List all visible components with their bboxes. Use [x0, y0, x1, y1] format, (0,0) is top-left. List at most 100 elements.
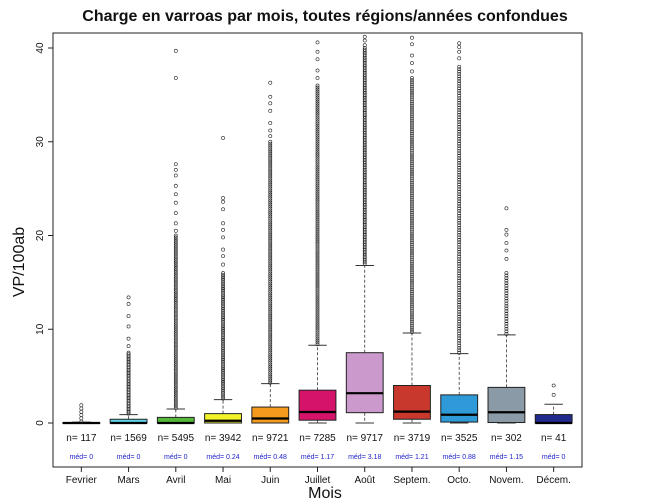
n-label: n= 9717 [347, 433, 384, 444]
outlier-point [410, 101, 414, 106]
outlier-point [173, 382, 178, 387]
outlier-point [268, 364, 273, 369]
outlier-point [410, 291, 414, 296]
outlier-point [315, 113, 320, 118]
outlier-point [173, 291, 178, 296]
outlier-point [221, 322, 225, 326]
outlier-point [410, 270, 414, 275]
outlier-point [315, 85, 320, 90]
outlier-point [173, 377, 178, 381]
outlier-point [315, 228, 320, 232]
outlier-point [221, 362, 225, 366]
outlier-point [79, 406, 84, 411]
outlier-point [410, 289, 414, 294]
n-label: n= 117 [66, 433, 97, 444]
outlier-point [504, 321, 509, 326]
median-label: méd= 0.48 [254, 454, 287, 461]
outlier-point [315, 326, 320, 331]
n-label: n= 5495 [158, 433, 195, 444]
outlier-point [410, 189, 414, 194]
outlier-point [504, 271, 509, 275]
outlier-point [315, 314, 320, 319]
outlier-point [268, 232, 273, 237]
outlier-point [457, 237, 462, 242]
outlier-point [315, 127, 320, 132]
outlier-point [457, 307, 462, 312]
outlier-point [221, 303, 225, 308]
outlier-point [410, 88, 414, 93]
outlier-point [410, 103, 414, 108]
outlier-point [457, 86, 462, 91]
outlier-point [173, 287, 178, 292]
outlier-point [173, 361, 178, 366]
outlier-point [221, 343, 225, 348]
outlier-point [173, 386, 178, 391]
outlier-point [410, 187, 414, 191]
outlier-point [268, 170, 273, 175]
outlier-point [315, 318, 320, 323]
outlier-point [457, 184, 462, 189]
outlier-point [315, 232, 320, 236]
outlier-point [126, 324, 131, 329]
outlier-point [221, 235, 225, 240]
outlier-point [410, 236, 414, 241]
outlier-point [551, 392, 556, 397]
outlier-point [315, 270, 320, 274]
outlier-point [173, 347, 178, 352]
outlier-point [315, 57, 320, 62]
outlier-point [173, 378, 178, 383]
outlier-point [457, 242, 462, 247]
outlier-point [410, 208, 414, 213]
outlier-point [173, 299, 178, 304]
outlier-point [457, 127, 462, 132]
outlier-point [457, 165, 462, 170]
outlier-point [457, 122, 462, 127]
outlier-point [315, 217, 320, 222]
outlier-point [457, 228, 462, 233]
outlier-point [268, 297, 273, 302]
outlier-point [315, 312, 320, 317]
outlier-point [315, 254, 320, 258]
outlier-point [315, 310, 320, 315]
outlier-point [315, 286, 320, 290]
outlier-point [410, 155, 414, 159]
outlier-point [410, 93, 414, 97]
outlier-point [173, 276, 178, 281]
outlier-point [268, 253, 273, 258]
outlier-point [173, 316, 178, 321]
y-axis-title: VP/100ab [11, 227, 28, 297]
outlier-point [221, 254, 225, 259]
outlier-point [410, 225, 414, 230]
n-label: n= 3942 [205, 433, 242, 444]
outlier-point [410, 53, 414, 58]
outlier-point [173, 303, 178, 308]
outlier-point [268, 305, 273, 310]
outlier-point [504, 232, 509, 237]
outlier-point [268, 202, 273, 207]
outlier-point [410, 315, 414, 320]
outlier-point [221, 296, 225, 301]
outlier-point [173, 380, 178, 385]
outlier-point [457, 204, 462, 209]
outlier-point [410, 140, 414, 144]
outlier-point [457, 136, 462, 141]
outlier-point [173, 305, 178, 310]
outlier-point [315, 149, 320, 154]
outlier-point [315, 274, 320, 278]
outlier-point [173, 48, 178, 53]
n-label: n= 1569 [110, 433, 147, 444]
outlier-point [457, 295, 462, 300]
outlier-point [315, 211, 320, 216]
outlier-point [315, 300, 320, 305]
outlier-point [173, 309, 178, 313]
outlier-point [410, 99, 414, 104]
outlier-point [268, 224, 273, 229]
outlier-point [268, 261, 273, 266]
outlier-point [268, 279, 273, 284]
outlier-point [504, 293, 509, 298]
outlier-point [457, 329, 462, 333]
outlier-point [221, 363, 225, 368]
median-label: méd= 0.88 [443, 454, 476, 461]
outlier-point [504, 296, 509, 301]
outlier-point [315, 197, 320, 202]
